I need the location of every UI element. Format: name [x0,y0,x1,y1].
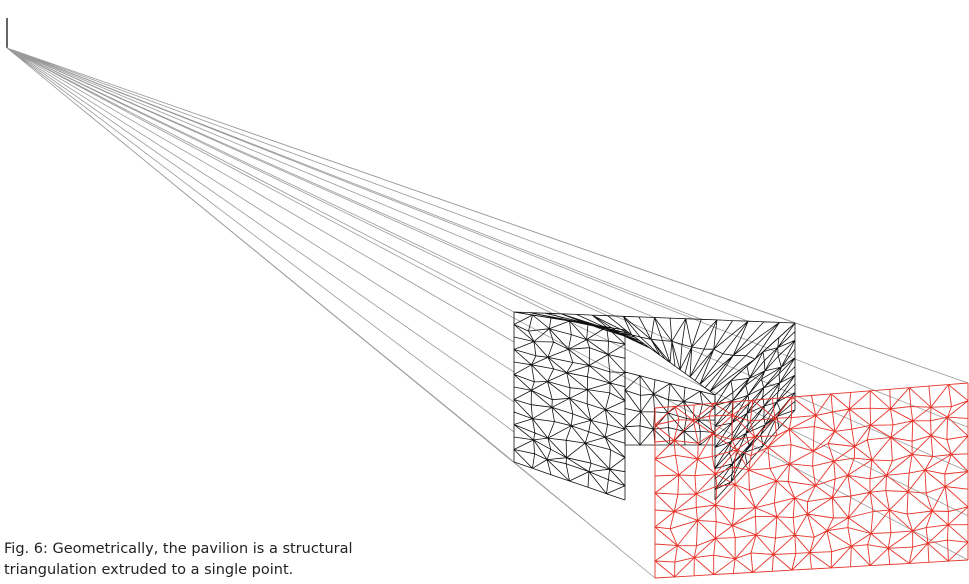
caption-line: Fig. 6: Geometrically, the pavilion is a… [4,541,353,557]
figure-drawing [0,0,969,584]
page: Fig. 6: Geometrically, the pavilion is a… [0,0,969,584]
black-mesh-left [514,312,625,500]
caption-line: triangulation extruded to a single point… [4,562,293,578]
projection-rays [7,48,968,578]
red-mesh [655,383,968,578]
